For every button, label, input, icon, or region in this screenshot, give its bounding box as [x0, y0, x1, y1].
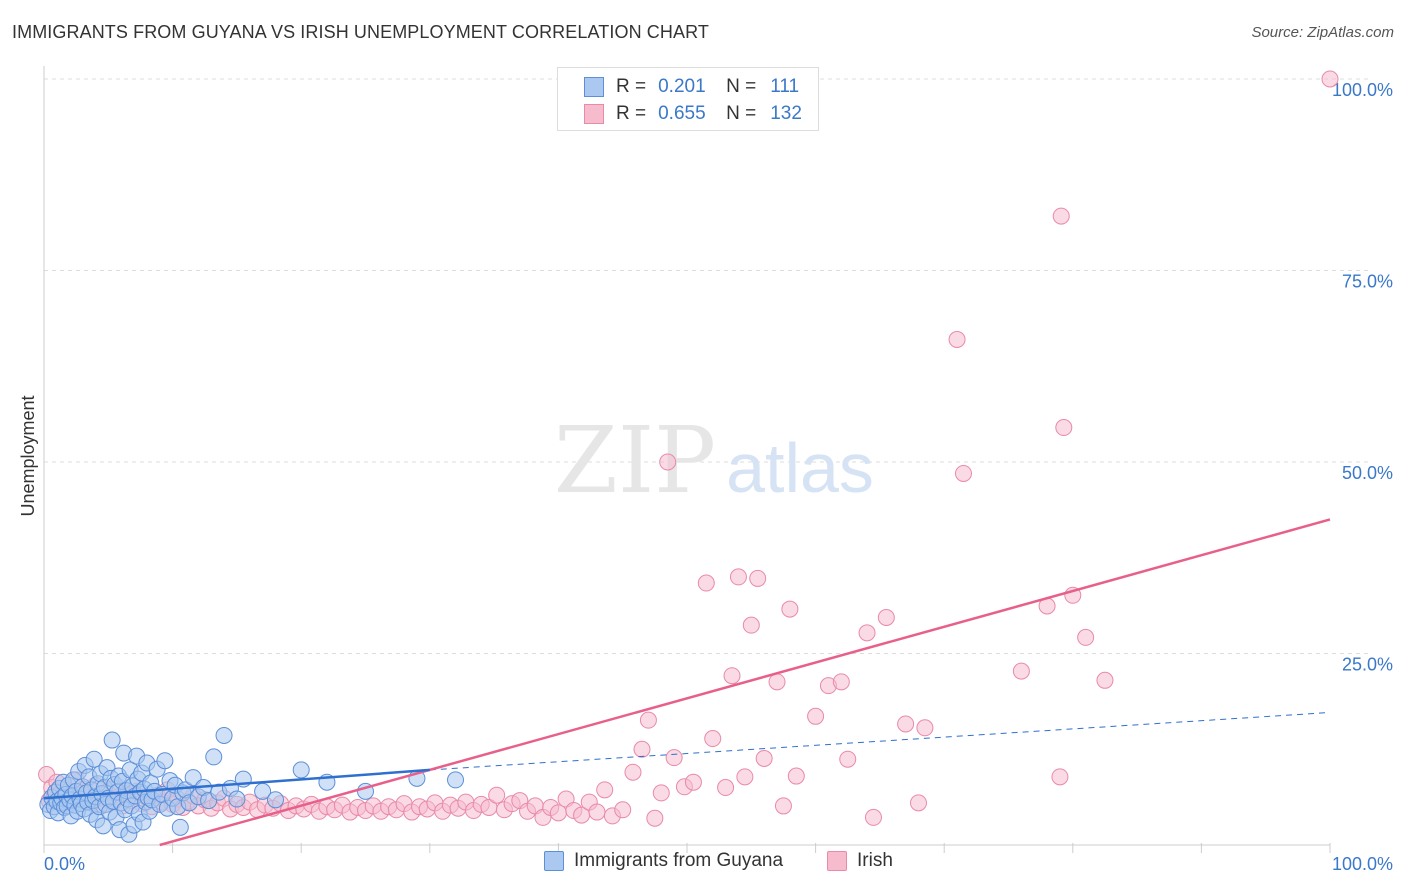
irish-point: [858, 624, 876, 642]
stats-r-label: R =: [616, 103, 647, 124]
irish-point: [897, 715, 915, 733]
guyana-point: [215, 726, 233, 744]
irish-point: [684, 773, 702, 791]
stats-r-value: 0.655: [658, 103, 706, 124]
watermark-zip: ZIP: [554, 407, 716, 514]
guyana-point: [292, 761, 310, 779]
x-tick-label: 0.0%: [44, 854, 85, 874]
irish-point: [832, 673, 850, 691]
irish-point: [665, 749, 683, 767]
irish-point: [729, 568, 747, 586]
irish-point: [807, 707, 825, 725]
y-tick-label: 100.0%: [1332, 80, 1393, 100]
legend-swatch-blue: [544, 851, 564, 871]
bottom-legend: Immigrants from Guyana Irish: [0, 850, 1406, 880]
stats-n-value: 132: [770, 103, 802, 124]
guyana-point: [184, 769, 202, 787]
irish-point: [954, 464, 972, 482]
irish-point: [646, 809, 664, 827]
guyana-point: [171, 818, 189, 836]
irish-point: [633, 740, 651, 758]
irish-point: [1052, 207, 1070, 225]
stats-n-label: N =: [726, 76, 757, 97]
y-axis-label: Unemployment: [18, 395, 38, 516]
stats-n-label: N =: [726, 103, 757, 124]
irish-point: [742, 616, 760, 634]
irish-point: [736, 768, 754, 786]
irish-point: [1077, 628, 1095, 646]
irish-point: [488, 786, 506, 804]
irish-point: [697, 574, 715, 592]
irish-point: [787, 767, 805, 785]
legend-item-guyana[interactable]: Immigrants from Guyana: [544, 850, 783, 872]
pink-swatch: [584, 104, 604, 124]
irish-point: [596, 781, 614, 799]
irish-point: [768, 673, 786, 691]
irish-point: [1055, 419, 1073, 437]
irish-point: [839, 750, 857, 768]
irish-point: [781, 600, 799, 618]
guyana-trend-dashed: [429, 711, 1331, 771]
irish-point: [723, 667, 741, 685]
stats-row-irish: R = 0.655 N = 132: [584, 102, 802, 126]
irish-point: [864, 808, 882, 826]
chart-title: IMMIGRANTS FROM GUYANA VS IRISH UNEMPLOY…: [12, 22, 709, 42]
irish-point: [659, 453, 677, 471]
watermark-atlas: atlas: [726, 429, 874, 507]
stats-legend-box: R = 0.201 N = 111 R = 0.655 N = 132: [557, 67, 819, 131]
stats-r-label: R =: [616, 76, 647, 97]
irish-point: [1321, 70, 1339, 88]
stats-n-value: 111: [770, 76, 800, 97]
y-tick-label: 25.0%: [1342, 655, 1393, 675]
irish-point: [909, 794, 927, 812]
irish-point: [652, 784, 670, 802]
irish-point: [948, 330, 966, 348]
irish-point: [749, 569, 767, 587]
legend-swatch-pink: [827, 851, 847, 871]
irish-point: [1012, 662, 1030, 680]
legend-label-guyana: Immigrants from Guyana: [574, 850, 784, 871]
guyana-point: [266, 791, 284, 809]
irish-point: [1051, 768, 1069, 786]
irish-point: [877, 608, 895, 626]
guyana-point: [94, 817, 112, 835]
irish-trend-line: [159, 518, 1331, 847]
guyana-point: [228, 790, 246, 808]
stats-r-value: 0.201: [658, 76, 706, 97]
y-tick-label: 75.0%: [1342, 272, 1393, 292]
guyana-point: [85, 750, 103, 768]
stats-row-guyana: R = 0.201 N = 111: [584, 75, 799, 99]
irish-point: [1096, 671, 1114, 689]
x-tick-label: 100.0%: [1332, 854, 1393, 874]
guyana-trend-line: [43, 768, 430, 800]
blue-swatch: [584, 77, 604, 97]
legend-label-irish: Irish: [857, 850, 893, 871]
guyana-point: [205, 748, 223, 766]
irish-point: [755, 749, 773, 767]
guyana-point: [156, 752, 174, 770]
y-tick-label: 50.0%: [1342, 463, 1393, 483]
guyana-point: [447, 771, 465, 789]
irish-point: [614, 801, 632, 819]
source-label: Source: ZipAtlas.com: [1251, 24, 1394, 41]
irish-point: [588, 803, 606, 821]
irish-point: [624, 763, 642, 781]
legend-item-irish[interactable]: Irish: [827, 850, 893, 872]
irish-point: [717, 779, 735, 797]
irish-point: [916, 719, 934, 737]
guyana-point: [103, 731, 121, 749]
irish-point: [704, 730, 722, 748]
irish-point: [639, 711, 657, 729]
irish-point: [774, 797, 792, 815]
